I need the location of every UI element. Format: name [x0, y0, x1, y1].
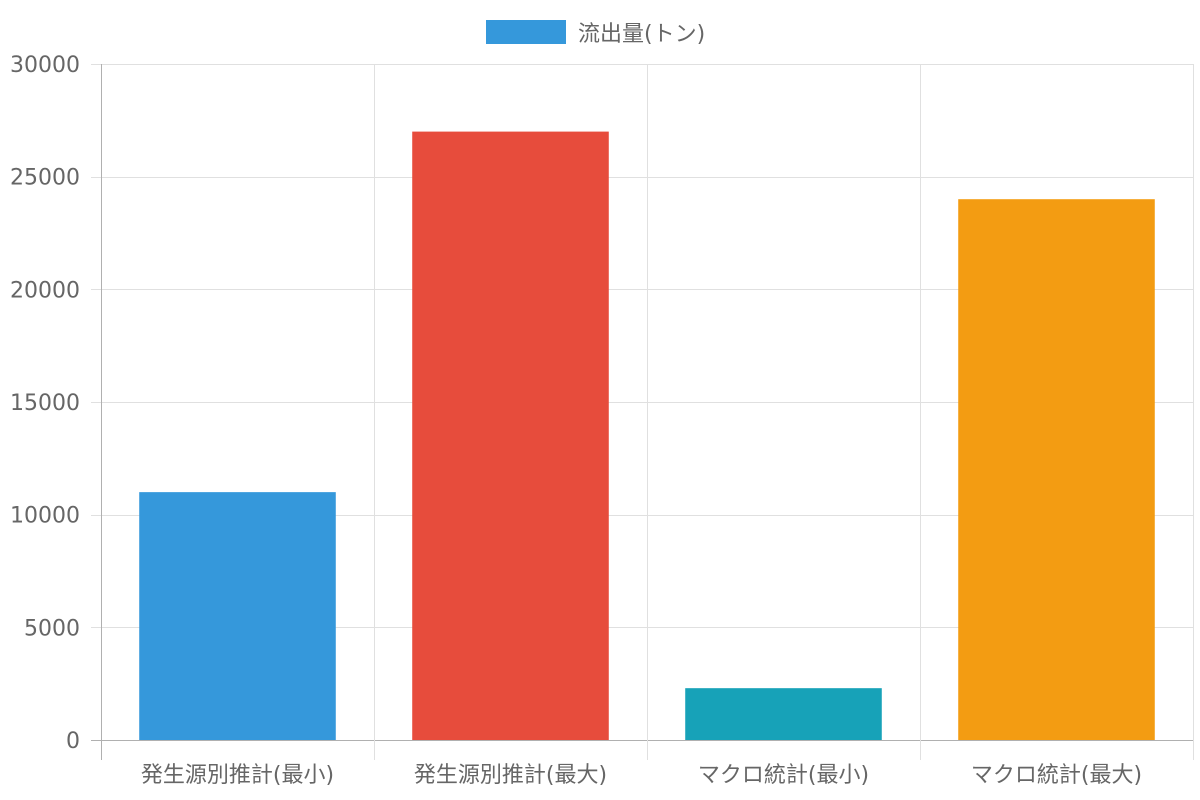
x-tick-label: マクロ統計(最大): [971, 763, 1142, 788]
y-tick-label: 0: [66, 729, 80, 754]
y-tick-label: 20000: [10, 278, 80, 303]
bar: [958, 199, 1155, 740]
legend[interactable]: 流出量(トン): [486, 18, 706, 47]
bar: [685, 688, 882, 740]
legend-swatch: [486, 20, 566, 44]
x-tick-label: マクロ統計(最小): [698, 763, 869, 788]
x-tick-label: 発生源別推計(最小): [141, 763, 334, 788]
y-tick-label: 25000: [10, 166, 80, 191]
bar: [412, 131, 609, 741]
y-tick-label: 15000: [10, 391, 80, 416]
x-tick-label: 発生源別推計(最大): [414, 763, 607, 788]
bar: [139, 492, 336, 740]
y-tick-label: 30000: [10, 53, 80, 78]
legend-label: 流出量(トン): [578, 22, 706, 47]
y-tick-label: 5000: [24, 616, 80, 641]
y-tick-label: 10000: [10, 504, 80, 529]
